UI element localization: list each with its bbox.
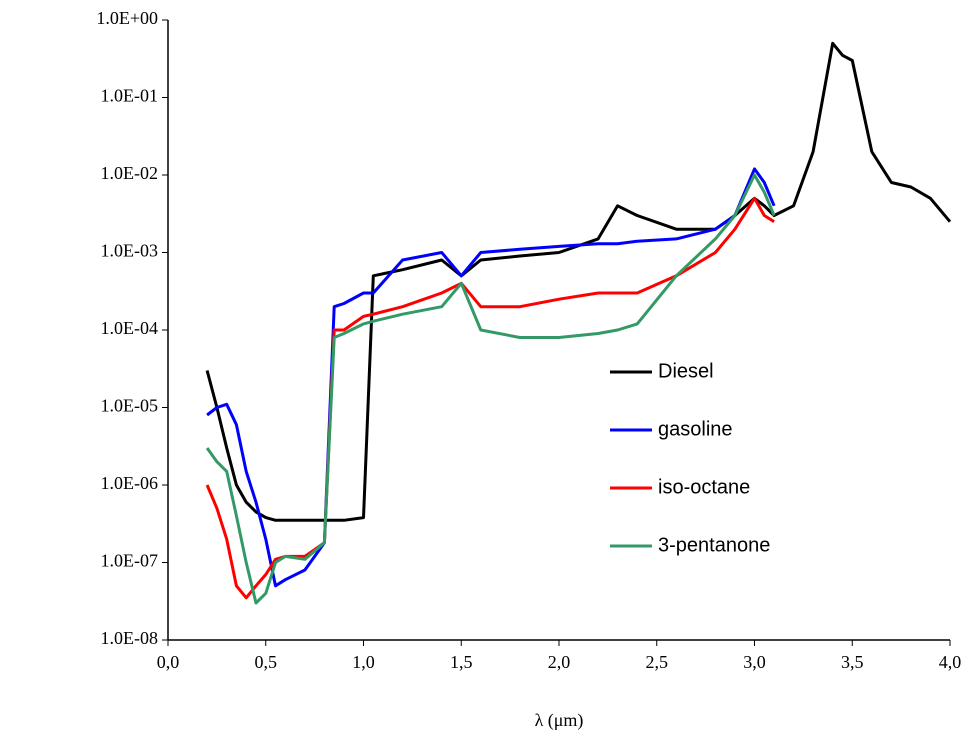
y-tick-label: 1.0E-07 [101, 551, 159, 571]
y-tick-label: 1.0E-05 [101, 396, 159, 416]
y-tick-label: 1.0E+00 [96, 8, 158, 28]
legend-label: Diesel [658, 360, 714, 382]
x-tick-label: 0,5 [255, 652, 278, 672]
x-tick-label: 2,5 [646, 652, 669, 672]
x-tick-label: 1,0 [352, 652, 375, 672]
legend-label: iso-octane [658, 476, 750, 498]
x-tick-label: 0,0 [157, 652, 180, 672]
y-tick-label: 1.0E-04 [101, 318, 159, 338]
series-line [205, 196, 775, 600]
x-tick-label: 3,0 [743, 652, 766, 672]
y-tick-label: 1.0E-02 [101, 163, 159, 183]
x-axis-label: λ (μm) [535, 710, 584, 731]
x-tick-label: 4,0 [939, 652, 962, 672]
x-tick-label: 3,5 [841, 652, 864, 672]
y-tick-label: 1.0E-06 [101, 473, 159, 493]
series-line [206, 167, 776, 588]
y-tick-label: 1.0E-08 [101, 628, 159, 648]
series-line [205, 41, 952, 522]
series-line [205, 173, 776, 605]
legend-label: gasoline [658, 418, 733, 440]
legend-label: 3-pentanone [658, 534, 770, 556]
x-tick-label: 2,0 [548, 652, 571, 672]
y-tick-label: 1.0E-01 [101, 86, 159, 106]
x-tick-label: 1,5 [450, 652, 473, 672]
y-tick-label: 1.0E-03 [101, 241, 159, 261]
